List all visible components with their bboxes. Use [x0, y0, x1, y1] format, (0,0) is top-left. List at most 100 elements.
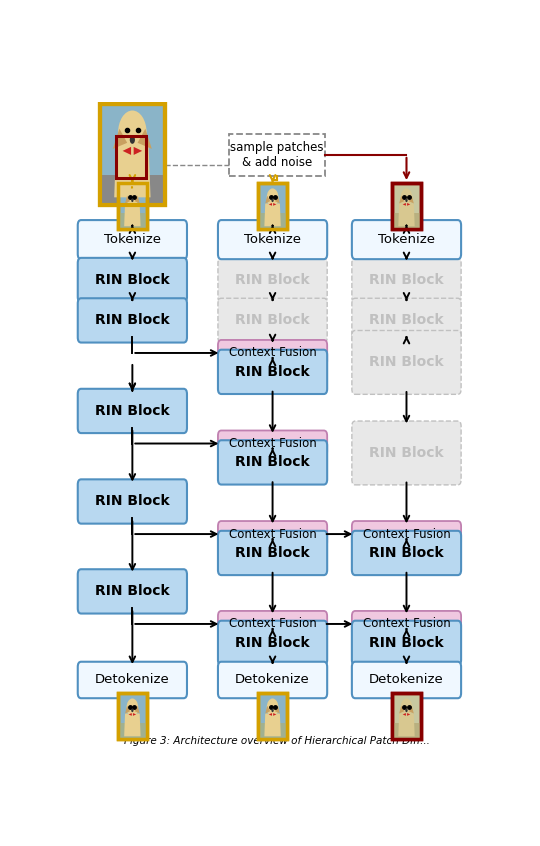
- Polygon shape: [269, 713, 272, 716]
- Bar: [100, 104, 165, 206]
- Text: Tokenize: Tokenize: [244, 233, 301, 246]
- FancyBboxPatch shape: [78, 569, 187, 613]
- FancyBboxPatch shape: [78, 299, 187, 343]
- Text: Detokenize: Detokenize: [95, 673, 170, 686]
- Bar: [116, 136, 146, 179]
- Polygon shape: [265, 204, 281, 226]
- Text: Tokenize: Tokenize: [378, 233, 435, 246]
- Polygon shape: [125, 706, 130, 713]
- Circle shape: [272, 199, 274, 202]
- Text: Context Fusion: Context Fusion: [363, 618, 450, 630]
- Bar: [258, 693, 287, 739]
- Text: Figure 3: Architecture overview of Hierarchical Patch Diff...: Figure 3: Architecture overview of Hiera…: [124, 736, 430, 746]
- Text: sample patches
& add noise: sample patches & add noise: [230, 141, 323, 169]
- FancyBboxPatch shape: [352, 331, 461, 394]
- FancyBboxPatch shape: [352, 299, 461, 343]
- Polygon shape: [134, 706, 140, 713]
- Text: RIN Block: RIN Block: [235, 636, 310, 650]
- FancyBboxPatch shape: [218, 521, 327, 547]
- Bar: [118, 183, 147, 228]
- FancyBboxPatch shape: [218, 340, 327, 366]
- Text: RIN Block: RIN Block: [369, 313, 444, 327]
- Circle shape: [406, 199, 408, 202]
- Bar: [118, 693, 147, 739]
- Polygon shape: [124, 204, 140, 226]
- Circle shape: [131, 708, 133, 712]
- Bar: [100, 104, 165, 206]
- Polygon shape: [269, 203, 272, 206]
- Bar: [118, 693, 147, 739]
- Text: RIN Block: RIN Block: [235, 365, 310, 379]
- Polygon shape: [407, 203, 410, 206]
- Circle shape: [272, 708, 274, 712]
- FancyBboxPatch shape: [352, 220, 461, 259]
- FancyBboxPatch shape: [352, 530, 461, 575]
- FancyBboxPatch shape: [218, 662, 327, 698]
- Polygon shape: [399, 204, 415, 226]
- Text: Context Fusion: Context Fusion: [229, 618, 316, 630]
- Polygon shape: [403, 203, 406, 206]
- Polygon shape: [113, 129, 127, 149]
- Text: RIN Block: RIN Block: [95, 404, 170, 418]
- Polygon shape: [275, 195, 280, 204]
- Text: RIN Block: RIN Block: [369, 446, 444, 460]
- Bar: [100, 175, 165, 206]
- Text: RIN Block: RIN Block: [369, 636, 444, 650]
- Circle shape: [118, 111, 147, 155]
- Bar: [258, 693, 287, 739]
- Text: RIN Block: RIN Block: [95, 495, 170, 508]
- Text: RIN Block: RIN Block: [95, 273, 170, 287]
- FancyBboxPatch shape: [352, 611, 461, 637]
- Polygon shape: [409, 195, 414, 204]
- Polygon shape: [399, 706, 404, 713]
- Text: RIN Block: RIN Block: [95, 585, 170, 598]
- FancyBboxPatch shape: [78, 389, 187, 433]
- Polygon shape: [399, 195, 404, 204]
- Bar: [392, 693, 421, 739]
- Bar: [392, 722, 421, 739]
- Text: RIN Block: RIN Block: [235, 273, 310, 287]
- Bar: [392, 183, 421, 228]
- Bar: [392, 183, 421, 228]
- Polygon shape: [134, 147, 142, 155]
- FancyBboxPatch shape: [352, 258, 461, 302]
- Circle shape: [126, 189, 138, 206]
- Text: Context Fusion: Context Fusion: [229, 347, 316, 360]
- Text: Tokenize: Tokenize: [104, 233, 161, 246]
- Polygon shape: [124, 713, 140, 736]
- FancyBboxPatch shape: [78, 662, 187, 698]
- Text: RIN Block: RIN Block: [95, 313, 170, 327]
- Circle shape: [126, 699, 138, 717]
- Polygon shape: [265, 706, 270, 713]
- FancyBboxPatch shape: [352, 421, 461, 485]
- FancyBboxPatch shape: [218, 621, 327, 665]
- Text: RIN Block: RIN Block: [369, 546, 444, 560]
- Circle shape: [401, 189, 413, 206]
- Bar: [392, 693, 421, 739]
- FancyBboxPatch shape: [78, 258, 187, 302]
- Polygon shape: [123, 147, 131, 155]
- Bar: [392, 212, 421, 228]
- Polygon shape: [134, 195, 140, 204]
- FancyBboxPatch shape: [218, 530, 327, 575]
- Polygon shape: [399, 713, 415, 736]
- Text: RIN Block: RIN Block: [235, 455, 310, 470]
- Polygon shape: [273, 203, 276, 206]
- Bar: [258, 183, 287, 228]
- FancyBboxPatch shape: [228, 134, 325, 176]
- Polygon shape: [409, 706, 414, 713]
- Text: Detokenize: Detokenize: [369, 673, 444, 686]
- FancyBboxPatch shape: [78, 480, 187, 524]
- Polygon shape: [114, 145, 151, 197]
- Bar: [118, 212, 147, 228]
- Text: Context Fusion: Context Fusion: [363, 528, 450, 541]
- Bar: [118, 183, 147, 228]
- Polygon shape: [129, 203, 132, 206]
- FancyBboxPatch shape: [218, 431, 327, 457]
- Polygon shape: [133, 203, 136, 206]
- Polygon shape: [133, 713, 136, 716]
- Polygon shape: [275, 706, 280, 713]
- Circle shape: [267, 699, 279, 717]
- FancyBboxPatch shape: [352, 621, 461, 665]
- FancyBboxPatch shape: [218, 220, 327, 259]
